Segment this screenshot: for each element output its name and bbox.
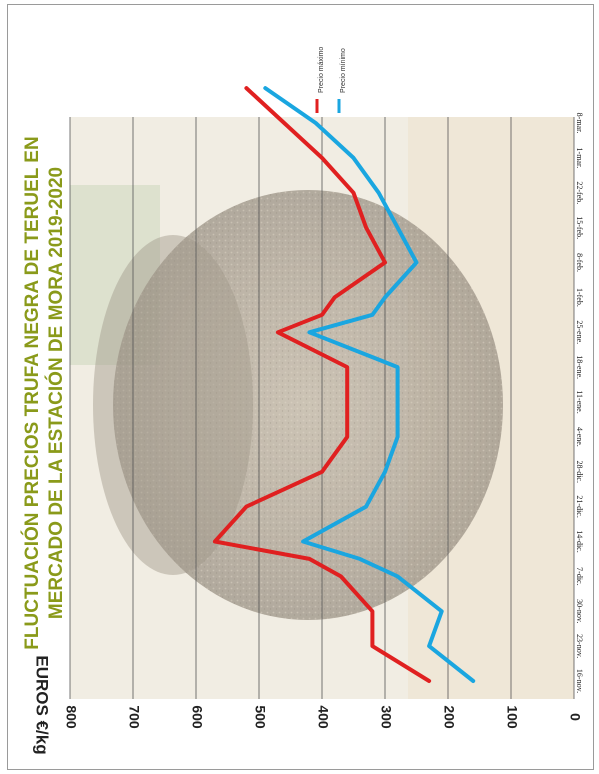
x-tick-label: 21-dic. [575,495,584,517]
x-tick-label: 11-ene. [575,390,584,413]
legend-label-min: Precio mínimo [340,48,347,93]
x-tick-label: 1-mar. [575,148,584,169]
truffle-texture [113,190,503,620]
series-line-max [212,86,432,683]
y-tick-label: 100 [504,705,520,729]
y-tick-label: 800 [63,705,79,729]
legend: Precio máximo Precio mínimo [315,47,347,113]
y-tick-labels: 0 100 200 300 400 500 600 700 800 [63,705,583,729]
y-tick-label: 600 [189,705,205,729]
y-tick-label: 200 [441,705,457,729]
y-tick-label: 300 [378,705,394,729]
x-tick-label: 23-nov. [575,634,584,658]
x-tick-label: 22-feb. [575,181,584,204]
y-tick-label: 0 [567,713,583,721]
x-tick-label: 15-feb. [575,216,584,239]
y-tick-label: 700 [126,705,142,729]
x-tick-label: 28-dic. [575,461,584,483]
x-tick-label: 30-nov. [575,599,584,623]
x-tick-label: 25-ene. [575,320,584,344]
x-tick-label: 16-nov. [575,669,584,693]
chart-frame: FLUCTUACIÓN PRECIOS TRUFA NEGRA DE TERUE… [7,4,594,770]
chart-title: FLUCTUACIÓN PRECIOS TRUFA NEGRA DE TERUE… [21,136,67,649]
x-tick-labels: 16-nov. 23-nov. 30-nov. 7-dic. 14-dic. 21-dic… [575,113,584,693]
x-tick-label: 1-feb. [575,288,584,307]
x-tick-label: 18-ene. [575,355,584,379]
series-lines [212,86,476,683]
x-tick-label: 4-ene. [575,427,584,447]
price-line-chart: FLUCTUACIÓN PRECIOS TRUFA NEGRA DE TERUE… [21,47,584,755]
y-axis-label: EUROS €/kg [33,655,52,754]
x-tick-label: 8-feb. [575,253,584,272]
legend-label-max: Precio máximo [318,47,325,93]
chart-title-line-1: FLUCTUACIÓN PRECIOS TRUFA NEGRA DE TERUE… [21,136,43,649]
gridlines [69,117,575,699]
x-tick-label: 14-dic. [575,530,584,552]
y-tick-label: 500 [252,705,268,729]
x-tick-label: 8-mar. [575,113,584,134]
chart-title-line-2: MERCADO DE LA ESTACIÓN DE MORA 2019-2020 [45,167,67,619]
x-tick-label: 7-dic. [575,567,584,585]
series-line-min [263,86,476,683]
y-tick-label: 400 [315,705,331,729]
